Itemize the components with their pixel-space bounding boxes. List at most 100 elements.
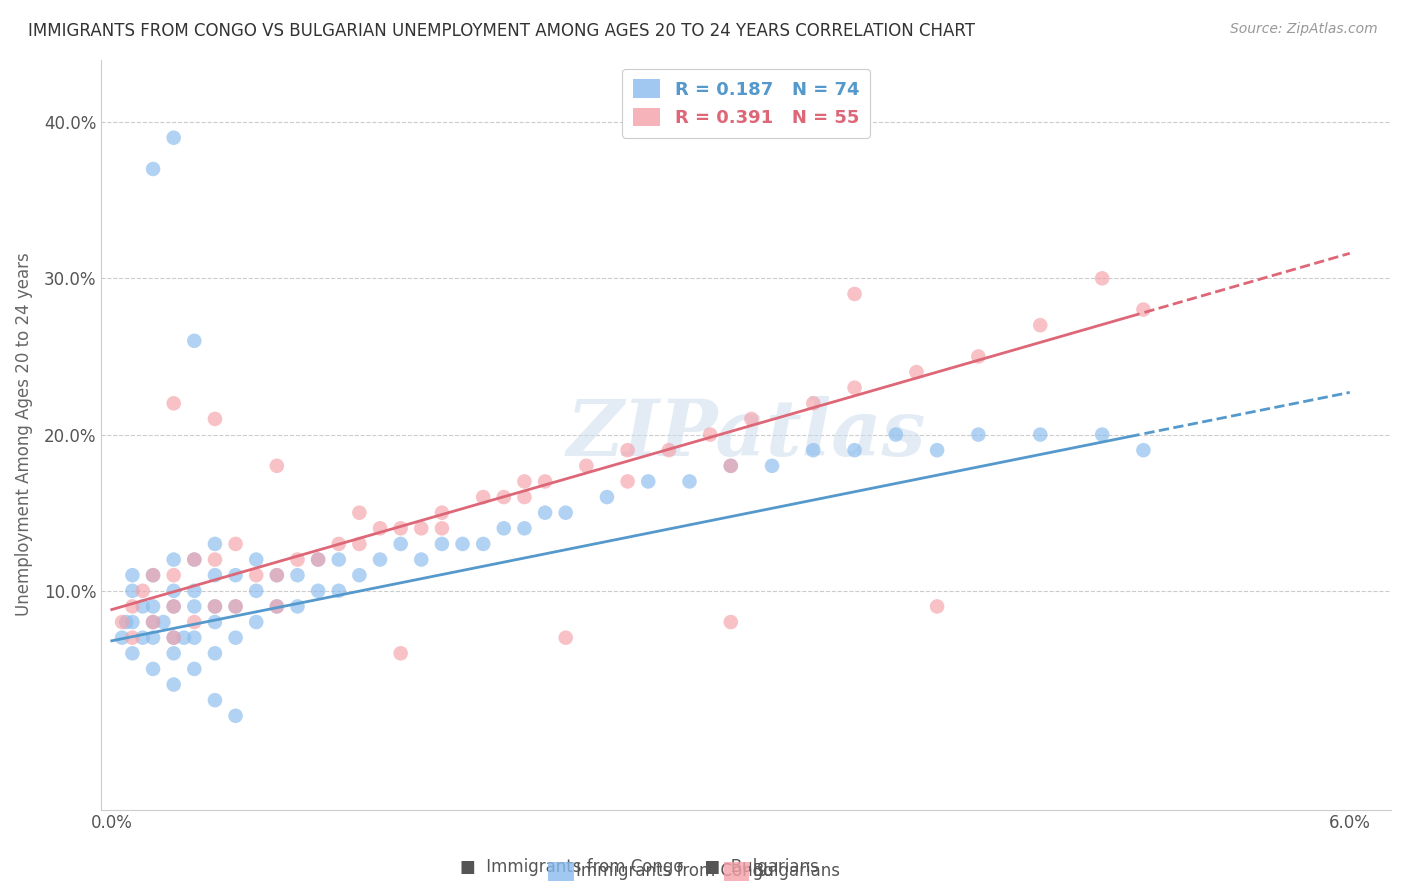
Legend: R = 0.187   N = 74, R = 0.391   N = 55: R = 0.187 N = 74, R = 0.391 N = 55 <box>623 69 870 138</box>
Point <box>801 443 824 458</box>
Point <box>204 552 226 566</box>
Point <box>225 599 247 614</box>
Point <box>204 599 226 614</box>
Point <box>389 646 412 660</box>
Point <box>389 537 412 551</box>
Point <box>183 334 205 348</box>
Point <box>554 506 576 520</box>
Text: Source: ZipAtlas.com: Source: ZipAtlas.com <box>1230 22 1378 37</box>
Text: Bulgarians: Bulgarians <box>752 862 841 880</box>
Point <box>183 662 205 676</box>
Point <box>844 287 866 301</box>
Point <box>616 475 638 489</box>
Point <box>349 537 371 551</box>
Point <box>121 568 143 582</box>
Point <box>287 552 309 566</box>
Point <box>142 568 165 582</box>
Point <box>844 381 866 395</box>
Point <box>204 693 226 707</box>
Point <box>142 631 165 645</box>
Point <box>328 583 350 598</box>
Point <box>266 599 288 614</box>
Point <box>115 615 138 629</box>
Point <box>430 521 453 535</box>
Point <box>554 631 576 645</box>
Point <box>472 537 495 551</box>
Point <box>534 475 557 489</box>
Point <box>204 599 226 614</box>
Point <box>245 583 267 598</box>
Point <box>183 583 205 598</box>
Point <box>411 552 433 566</box>
Text: IMMIGRANTS FROM CONGO VS BULGARIAN UNEMPLOYMENT AMONG AGES 20 TO 24 YEARS CORREL: IMMIGRANTS FROM CONGO VS BULGARIAN UNEMP… <box>28 22 976 40</box>
Point <box>492 490 515 504</box>
Point <box>287 568 309 582</box>
Point <box>266 599 288 614</box>
Point <box>1132 302 1154 317</box>
Point <box>678 475 700 489</box>
Point <box>225 568 247 582</box>
Point <box>1132 443 1154 458</box>
Point <box>142 599 165 614</box>
Point <box>389 521 412 535</box>
Point <box>411 521 433 535</box>
Point <box>204 568 226 582</box>
Point <box>575 458 598 473</box>
Point <box>967 427 990 442</box>
Point <box>513 490 536 504</box>
Point <box>225 631 247 645</box>
Point <box>183 615 205 629</box>
Point <box>1029 318 1052 333</box>
Point <box>513 521 536 535</box>
Point <box>142 615 165 629</box>
Point <box>1091 271 1114 285</box>
Point <box>163 631 186 645</box>
Point <box>121 631 143 645</box>
Point <box>204 615 226 629</box>
Point <box>204 412 226 426</box>
Point <box>720 458 742 473</box>
Point <box>152 615 174 629</box>
Point <box>534 506 557 520</box>
Point <box>183 631 205 645</box>
Point <box>967 350 990 364</box>
Point <box>307 552 329 566</box>
Point <box>163 631 186 645</box>
Point <box>142 615 165 629</box>
Point <box>132 631 155 645</box>
Point <box>801 396 824 410</box>
Point <box>266 568 288 582</box>
Point <box>183 552 205 566</box>
Point <box>225 599 247 614</box>
Point <box>925 443 948 458</box>
Point <box>183 599 205 614</box>
Point <box>349 568 371 582</box>
Point <box>121 615 143 629</box>
Point <box>163 599 186 614</box>
Point <box>142 568 165 582</box>
Text: ZIPatlas: ZIPatlas <box>567 396 927 473</box>
Point <box>740 412 762 426</box>
Point <box>472 490 495 504</box>
Point <box>121 599 143 614</box>
Point <box>287 599 309 614</box>
Point <box>163 552 186 566</box>
Point <box>111 615 134 629</box>
Point <box>430 537 453 551</box>
Point <box>142 662 165 676</box>
Point <box>245 552 267 566</box>
Point <box>163 677 186 691</box>
Point <box>307 583 329 598</box>
Point <box>492 521 515 535</box>
Point <box>720 615 742 629</box>
Point <box>368 552 391 566</box>
Point <box>658 443 681 458</box>
Point <box>699 427 721 442</box>
Point <box>121 583 143 598</box>
Point <box>121 646 143 660</box>
Point <box>513 475 536 489</box>
Point <box>163 646 186 660</box>
Point <box>163 568 186 582</box>
Point <box>884 427 907 442</box>
Point <box>245 615 267 629</box>
